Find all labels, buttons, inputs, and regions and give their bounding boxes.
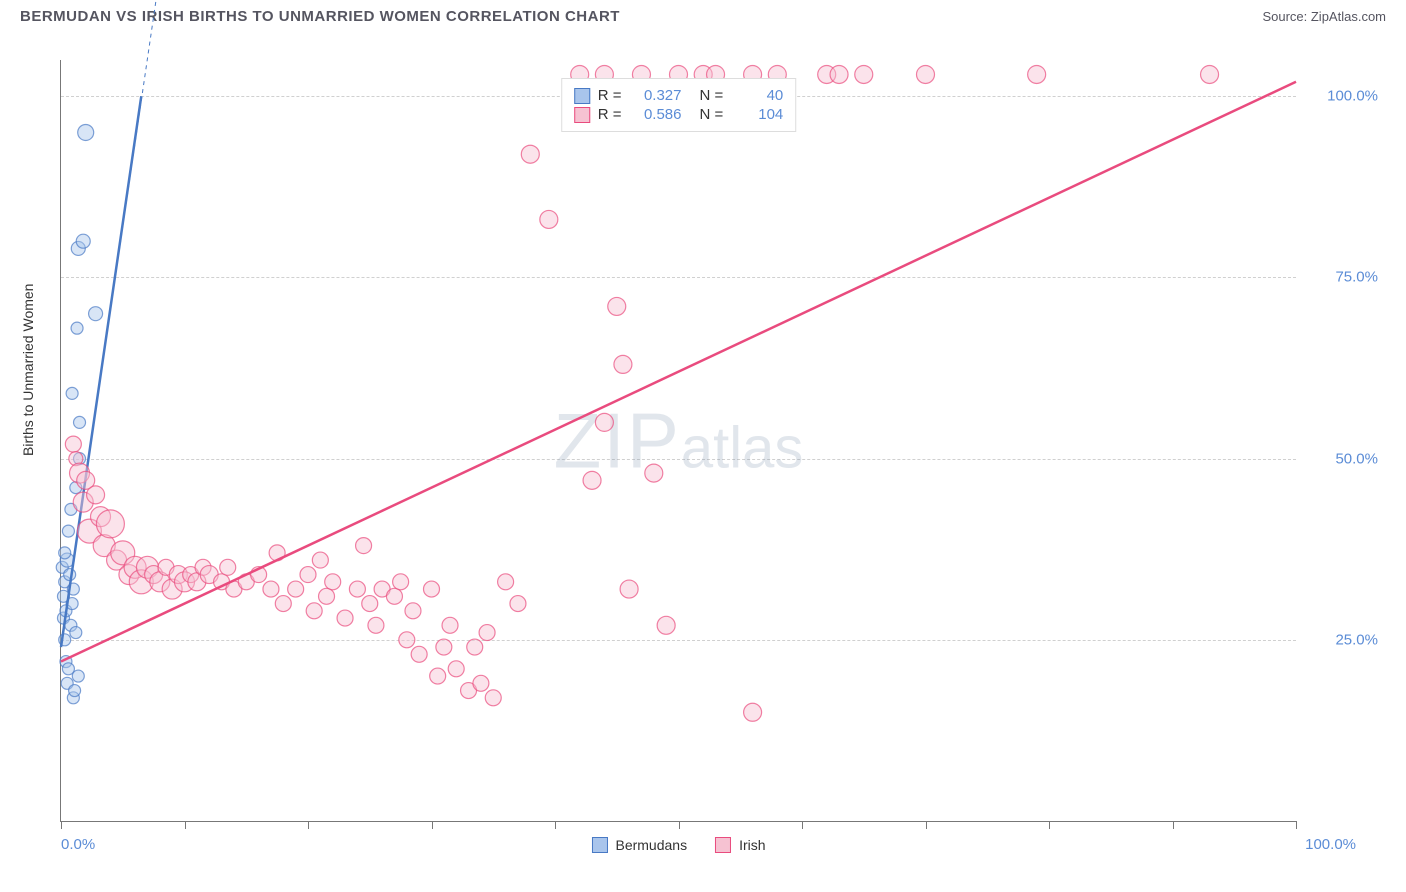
data-point <box>442 617 458 633</box>
stats-legend-row: R =0.327N =40 <box>574 87 784 104</box>
legend-item: Irish <box>715 837 765 853</box>
data-point <box>89 307 103 321</box>
data-point <box>393 574 409 590</box>
data-point <box>96 510 124 538</box>
data-point <box>430 668 446 684</box>
data-point <box>306 603 322 619</box>
data-point <box>66 387 78 399</box>
data-point <box>356 538 372 554</box>
data-point <box>59 547 71 559</box>
y-tick-label: 100.0% <box>1327 88 1378 105</box>
data-point <box>220 559 236 575</box>
data-point <box>399 632 415 648</box>
data-point <box>479 625 495 641</box>
data-point <box>521 145 539 163</box>
data-point <box>319 588 335 604</box>
data-point <box>288 581 304 597</box>
data-point <box>744 703 762 721</box>
data-point <box>64 569 76 581</box>
y-tick-label: 25.0% <box>1335 631 1378 648</box>
data-point <box>448 661 464 677</box>
data-point <box>540 210 558 228</box>
data-point <box>830 65 848 83</box>
data-point <box>325 574 341 590</box>
chart-container: Births to Unmarried Women ZIPatlas R =0.… <box>20 40 1386 872</box>
data-point <box>70 627 82 639</box>
data-point <box>263 581 279 597</box>
data-point <box>620 580 638 598</box>
y-axis-label: Births to Unmarried Women <box>20 284 36 456</box>
data-point <box>595 413 613 431</box>
trend-line <box>61 82 1296 662</box>
data-point <box>855 65 873 83</box>
legend-label: Irish <box>739 837 765 853</box>
data-point <box>645 464 663 482</box>
data-point <box>917 65 935 83</box>
chart-title: BERMUDAN VS IRISH BIRTHS TO UNMARRIED WO… <box>20 8 620 25</box>
data-point <box>362 596 378 612</box>
data-point <box>424 581 440 597</box>
y-tick-label: 75.0% <box>1335 269 1378 286</box>
data-point <box>78 124 94 140</box>
x-tick-label-right: 100.0% <box>1305 836 1356 853</box>
data-point <box>368 617 384 633</box>
y-tick-label: 50.0% <box>1335 450 1378 467</box>
data-point <box>65 436 81 452</box>
data-point <box>614 355 632 373</box>
data-point <box>608 297 626 315</box>
data-point <box>498 574 514 590</box>
data-point <box>436 639 452 655</box>
data-point <box>583 471 601 489</box>
data-point <box>69 685 81 697</box>
legend-label: Bermudans <box>615 837 687 853</box>
data-point <box>76 234 90 248</box>
x-tick-label-left: 0.0% <box>61 836 95 853</box>
data-point <box>74 416 86 428</box>
plot-area: ZIPatlas R =0.327N =40R =0.586N =104 Ber… <box>60 60 1296 822</box>
data-point <box>510 596 526 612</box>
source-attribution: Source: ZipAtlas.com <box>1262 9 1386 24</box>
data-point <box>657 616 675 634</box>
data-point <box>405 603 421 619</box>
data-point <box>411 646 427 662</box>
data-point <box>467 639 483 655</box>
data-point <box>1201 65 1219 83</box>
data-point <box>87 486 105 504</box>
legend-swatch <box>715 837 731 853</box>
stats-legend: R =0.327N =40 R =0.586N =104 <box>561 78 797 132</box>
legend-item: Bermudans <box>591 837 687 853</box>
data-point <box>71 322 83 334</box>
data-point <box>1028 65 1046 83</box>
data-point <box>72 670 84 682</box>
series-legend: Bermudans Irish <box>591 837 765 853</box>
scatter-svg <box>61 60 1296 821</box>
data-point <box>386 588 402 604</box>
data-point <box>312 552 328 568</box>
legend-swatch <box>574 88 590 104</box>
legend-swatch <box>591 837 607 853</box>
data-point <box>337 610 353 626</box>
data-point <box>62 525 74 537</box>
data-point <box>275 596 291 612</box>
data-point <box>473 675 489 691</box>
data-point <box>300 567 316 583</box>
stats-legend-row: R =0.586N =104 <box>574 106 784 123</box>
legend-swatch <box>574 107 590 123</box>
data-point <box>349 581 365 597</box>
data-point <box>485 690 501 706</box>
